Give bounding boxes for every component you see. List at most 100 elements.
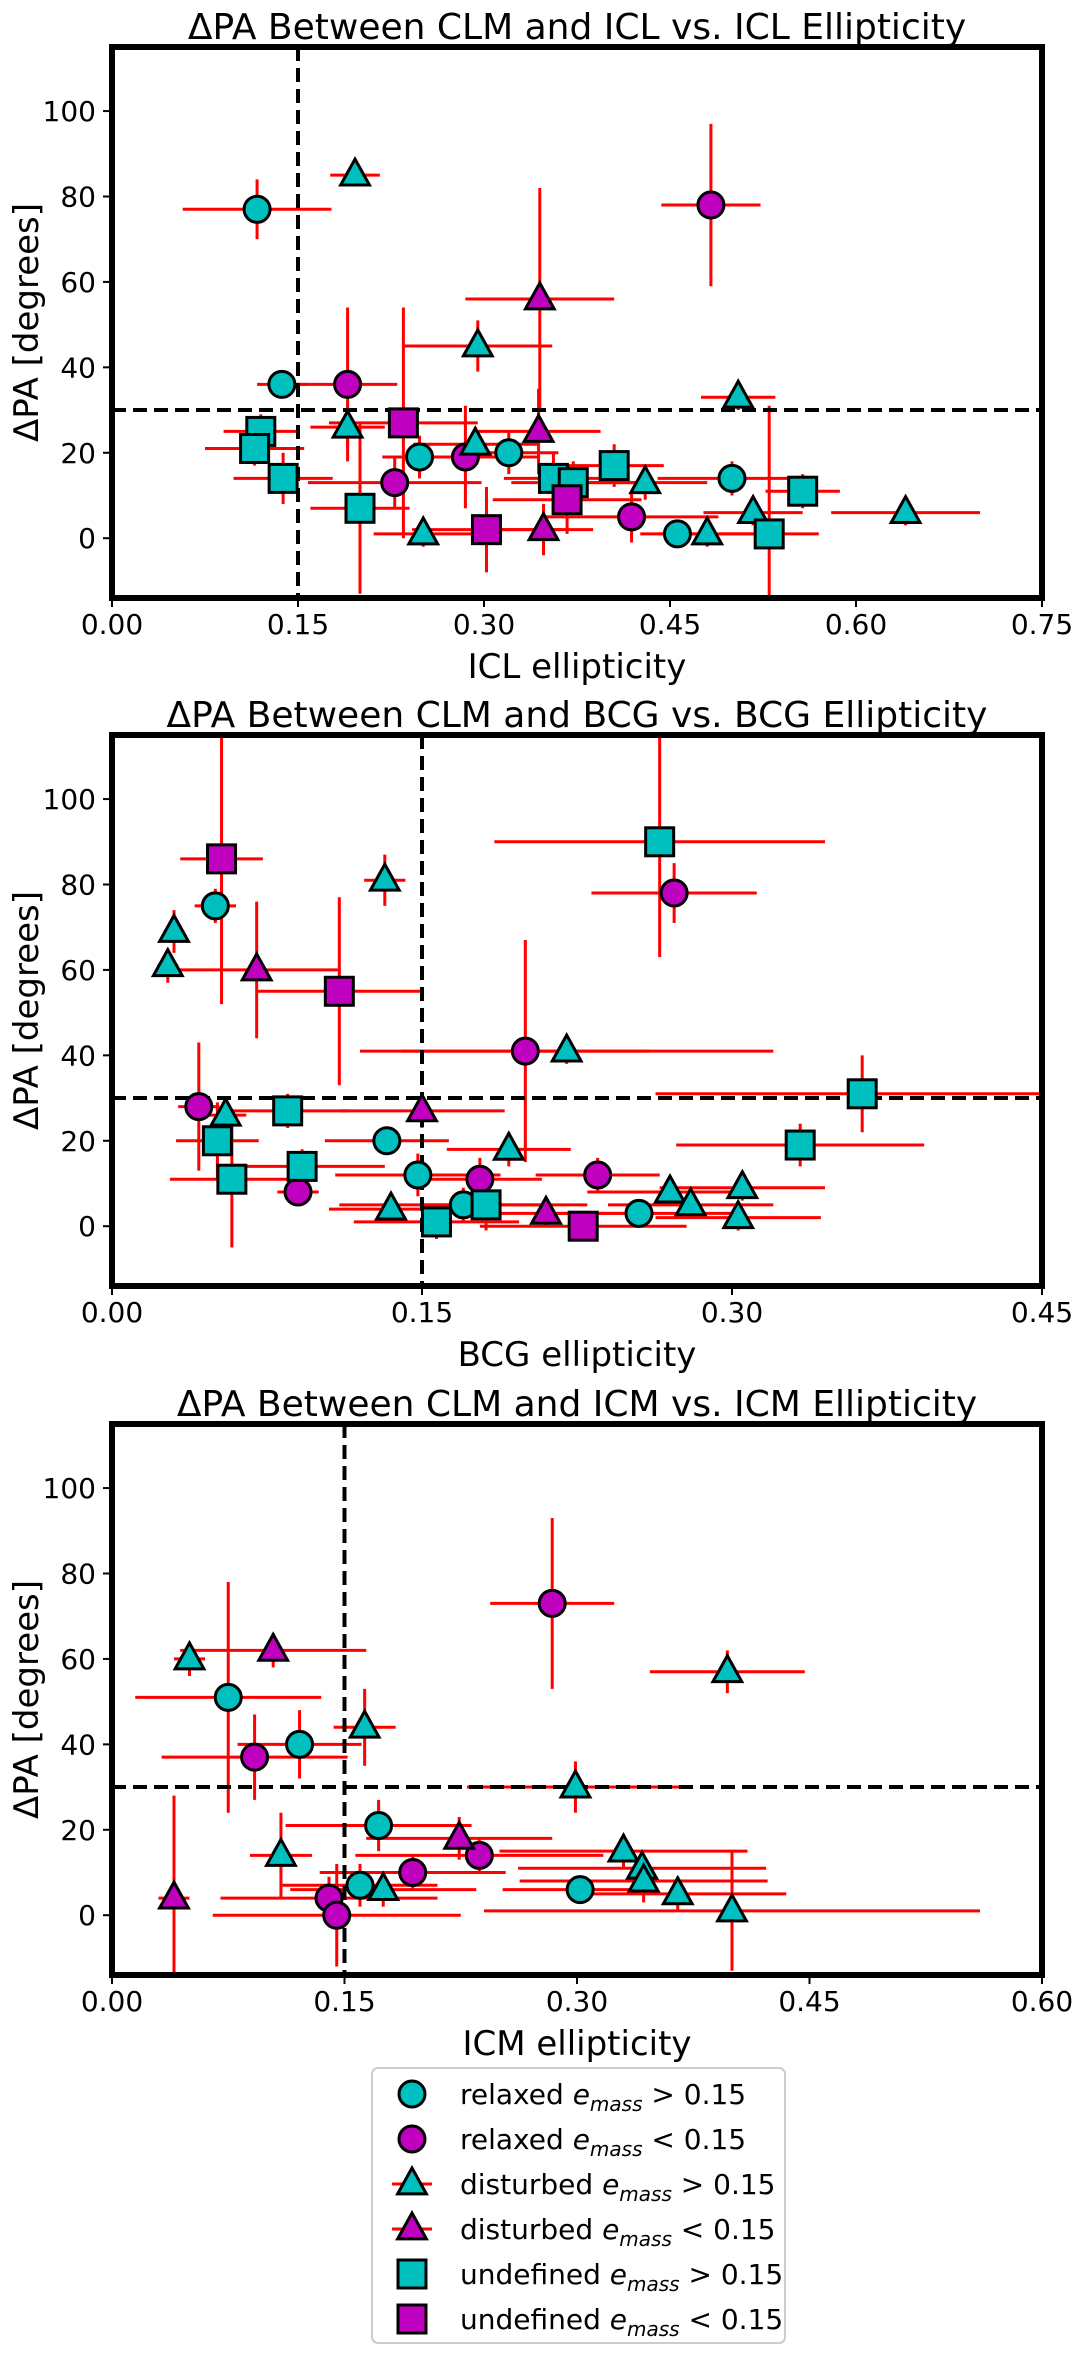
legend-item: relaxed emass > 0.15 xyxy=(397,2078,746,2116)
legend-relation: > 0.15 xyxy=(680,2258,784,2291)
data-point-circle-cyan xyxy=(285,1729,315,1759)
y-tick-label: 100 xyxy=(43,95,96,128)
data-point-triangle-cyan xyxy=(606,1832,641,1863)
legend-marker-square-magenta xyxy=(396,2303,428,2335)
data-point-triangle-cyan xyxy=(264,1836,298,1867)
data-point-circle-magenta xyxy=(696,190,726,220)
data-point-square-magenta xyxy=(551,484,583,516)
legend-label: disturbed emass < 0.15 xyxy=(460,2213,775,2251)
legend-space xyxy=(601,2303,610,2336)
data-point-triangle-cyan xyxy=(460,326,495,358)
data-point-triangle-cyan xyxy=(653,1172,687,1204)
legend-label: relaxed emass < 0.15 xyxy=(460,2123,746,2161)
legend-category: disturbed xyxy=(460,2168,593,2201)
chart-title: ΔPA Between CLM and ICL vs. ICL Elliptic… xyxy=(188,7,966,48)
plot-area xyxy=(112,47,1042,598)
data-point-square-magenta xyxy=(323,975,355,1007)
y-tick-label: 60 xyxy=(60,1643,96,1676)
data-point-triangle-cyan xyxy=(208,1096,243,1127)
data-point-circle-magenta xyxy=(510,1036,540,1066)
plot-frame xyxy=(109,44,1045,601)
data-point-circle-cyan xyxy=(213,1682,243,1712)
data-point-triangle-cyan xyxy=(626,1861,661,1893)
data-point-circle-cyan xyxy=(403,1160,433,1190)
y-axis-label: ΔPA [degrees] xyxy=(7,203,47,442)
y-tick-label: 80 xyxy=(60,180,96,213)
legend-label: undefined emass < 0.15 xyxy=(460,2303,783,2341)
data-point-triangle-magenta xyxy=(442,1819,477,1850)
data-point-circle-magenta xyxy=(398,1857,428,1887)
legend-item: disturbed emass > 0.15 xyxy=(392,2164,775,2206)
x-tick-label: 0.30 xyxy=(701,1296,763,1329)
x-tick-label: 0.45 xyxy=(1011,1296,1073,1329)
data-point-square-cyan xyxy=(344,492,376,524)
data-point-triangle-cyan xyxy=(330,408,365,439)
legend-space xyxy=(593,2168,602,2201)
x-tick-label: 0.00 xyxy=(81,608,143,641)
x-tick-label: 0.15 xyxy=(391,1296,453,1329)
x-tick-label: 0.60 xyxy=(1011,1985,1073,2018)
data-point-triangle-magenta xyxy=(239,950,274,982)
x-axis-label: BCG ellipticity xyxy=(458,1335,697,1375)
y-tick-label: 0 xyxy=(78,522,96,555)
legend-relation: < 0.15 xyxy=(672,2213,776,2246)
legend-category: disturbed xyxy=(460,2213,593,2246)
x-tick-label: 0.30 xyxy=(453,608,515,641)
x-tick-label: 0.60 xyxy=(825,608,887,641)
chart-panel-1: ΔPA Between CLM and ICL vs. ICL Elliptic… xyxy=(7,7,1073,687)
legend-marker-circle-magenta xyxy=(397,2124,427,2154)
data-point-triangle-cyan xyxy=(347,1708,382,1739)
legend-space xyxy=(601,2258,610,2291)
data-point-circle-magenta xyxy=(659,878,689,908)
legend-math-sub: mass xyxy=(627,2317,680,2341)
data-point-triangle-cyan xyxy=(338,156,372,187)
data-point-square-cyan xyxy=(784,1129,816,1161)
data-point-square-magenta xyxy=(206,843,238,875)
data-point-triangle-magenta xyxy=(521,412,556,443)
data-point-triangle-cyan xyxy=(710,1652,745,1684)
y-tick-label: 80 xyxy=(60,1557,96,1590)
data-point-triangle-cyan xyxy=(721,1198,756,1230)
data-point-circle-cyan xyxy=(242,194,272,224)
legend-space xyxy=(564,2078,573,2111)
data-point-triangle-cyan xyxy=(558,1767,593,1799)
chart-panel-3: ΔPA Between CLM and ICM vs. ICM Elliptic… xyxy=(7,1384,1073,2064)
legend-category: undefined xyxy=(460,2258,601,2291)
data-point-triangle-magenta xyxy=(157,1879,191,1910)
chart-panel-2: ΔPA Between CLM and BCG vs. BCG Elliptic… xyxy=(7,695,1073,1375)
data-point-triangle-cyan xyxy=(374,1190,408,1221)
legend-space xyxy=(564,2123,573,2156)
data-point-square-cyan xyxy=(239,433,271,465)
data-point-square-cyan xyxy=(267,462,299,494)
y-tick-label: 20 xyxy=(60,437,96,470)
data-point-triangle-magenta xyxy=(529,1194,563,1225)
legend-relation: < 0.15 xyxy=(643,2123,747,2156)
data-point-square-cyan xyxy=(644,826,676,858)
legend-space xyxy=(593,2213,602,2246)
data-point-circle-cyan xyxy=(565,1875,595,1905)
data-point-triangle-cyan xyxy=(888,493,923,524)
data-point-triangle-cyan xyxy=(725,1168,760,1200)
data-point-triangle-magenta xyxy=(526,510,561,542)
y-tick-label: 100 xyxy=(43,783,96,816)
data-point-square-cyan xyxy=(787,475,819,507)
data-point-triangle-cyan xyxy=(660,1874,695,1906)
legend-category: relaxed xyxy=(460,2078,564,2111)
data-point-square-magenta xyxy=(470,514,502,546)
data-point-square-cyan xyxy=(753,518,785,550)
legend-label: disturbed emass > 0.15 xyxy=(460,2168,775,2206)
data-point-circle-magenta xyxy=(322,1900,352,1930)
data-point-triangle-cyan xyxy=(491,1130,526,1161)
data-point-triangle-cyan xyxy=(736,493,771,524)
data-point-triangle-cyan xyxy=(673,1185,708,1217)
data-point-triangle-cyan xyxy=(721,378,756,409)
data-point-circle-cyan xyxy=(405,442,435,472)
data-point-circle-magenta xyxy=(617,502,647,532)
data-point-circle-cyan xyxy=(345,1870,375,1900)
legend-math-base: e xyxy=(610,2258,627,2291)
x-tick-label: 0.15 xyxy=(313,1985,375,2018)
legend-item: disturbed emass < 0.15 xyxy=(392,2209,775,2251)
data-point-square-cyan xyxy=(598,450,630,482)
legend-label: undefined emass > 0.15 xyxy=(460,2258,783,2296)
